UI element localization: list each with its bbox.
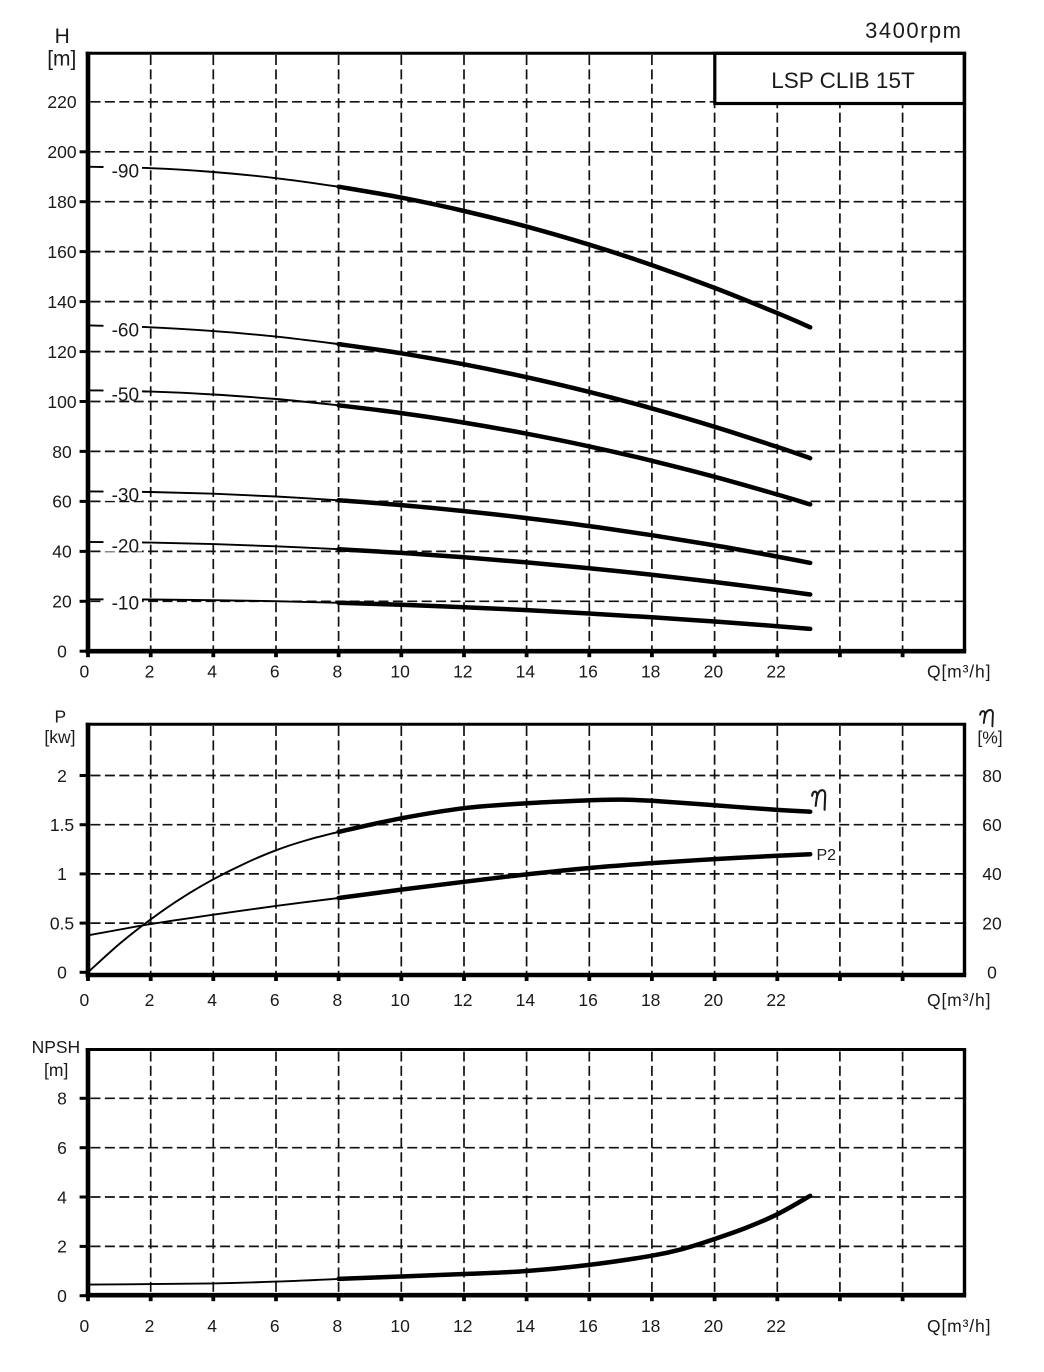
svg-text:4: 4 [207,1316,217,1336]
svg-text:20: 20 [52,592,72,612]
svg-text:80: 80 [982,766,1002,786]
svg-text:LSP CLIB 15T: LSP CLIB 15T [771,68,915,93]
svg-text:14: 14 [516,990,536,1010]
svg-text:P2: P2 [817,847,837,864]
svg-text:22: 22 [766,1316,785,1336]
svg-text:2: 2 [145,990,155,1010]
svg-text:NPSH: NPSH [32,1037,81,1057]
svg-text:40: 40 [52,542,72,562]
svg-text:[m]: [m] [47,48,76,71]
svg-text:200: 200 [47,142,76,162]
svg-text:0: 0 [80,990,90,1010]
svg-text:Q[m³/h]: Q[m³/h] [927,1316,991,1336]
svg-text:[%]: [%] [977,728,1002,748]
svg-text:[kw]: [kw] [44,727,75,747]
svg-text:[m]: [m] [44,1060,68,1080]
svg-text:10: 10 [390,990,410,1010]
svg-text:-20: -20 [112,536,139,557]
svg-text:-10: -10 [112,593,139,614]
svg-text:-30: -30 [112,486,139,507]
svg-text:0: 0 [57,1286,67,1306]
svg-text:1.5: 1.5 [50,815,74,835]
svg-text:8: 8 [333,1316,343,1336]
svg-text:6: 6 [270,662,280,682]
svg-text:20: 20 [982,913,1002,933]
svg-text:16: 16 [578,990,597,1010]
svg-text:22: 22 [766,662,785,682]
svg-text:22: 22 [766,990,785,1010]
svg-text:140: 140 [47,292,76,312]
svg-text:-60: -60 [112,320,139,341]
svg-text:220: 220 [47,92,76,112]
svg-text:180: 180 [47,192,76,212]
svg-text:P: P [54,707,66,727]
svg-text:12: 12 [453,990,472,1010]
svg-text:14: 14 [516,1316,536,1336]
svg-text:6: 6 [270,990,280,1010]
svg-text:Q[m³/h]: Q[m³/h] [927,990,991,1010]
svg-text:8: 8 [57,1089,67,1109]
svg-text:Q[m³/h]: Q[m³/h] [927,661,991,681]
svg-text:0: 0 [80,1316,90,1336]
svg-text:0.5: 0.5 [50,913,74,933]
svg-text:0: 0 [80,662,90,682]
svg-text:-50: -50 [112,385,139,406]
svg-text:18: 18 [641,662,660,682]
svg-text:10: 10 [390,662,410,682]
svg-text:160: 160 [47,242,76,262]
svg-text:6: 6 [57,1138,67,1158]
svg-text:1: 1 [57,864,67,884]
svg-text:2: 2 [57,766,67,786]
svg-text:18: 18 [641,1316,660,1336]
svg-text:12: 12 [453,1316,472,1336]
svg-text:2: 2 [57,1237,67,1257]
svg-text:100: 100 [47,392,76,412]
svg-text:10: 10 [390,1316,410,1336]
svg-text:4: 4 [207,990,217,1010]
svg-text:0: 0 [57,963,67,983]
svg-text:8: 8 [333,990,343,1010]
svg-text:2: 2 [145,662,155,682]
svg-text:80: 80 [52,442,72,462]
svg-text:2: 2 [145,1316,155,1336]
svg-text:-90: -90 [112,161,139,182]
svg-text:20: 20 [704,990,724,1010]
svg-text:8: 8 [333,662,343,682]
svg-text:12: 12 [453,662,472,682]
svg-text:3400rpm: 3400rpm [865,18,962,43]
svg-text:14: 14 [516,662,536,682]
svg-text:16: 16 [578,1316,597,1336]
svg-text:60: 60 [982,815,1002,835]
svg-text:H: H [55,25,70,48]
svg-text:16: 16 [578,662,597,682]
svg-text:40: 40 [982,864,1002,884]
svg-text:0: 0 [57,642,67,662]
svg-text:60: 60 [52,492,72,512]
svg-text:20: 20 [704,662,724,682]
svg-text:0: 0 [987,963,997,983]
svg-text:18: 18 [641,990,660,1010]
svg-text:6: 6 [270,1316,280,1336]
svg-text:4: 4 [207,662,217,682]
svg-text:4: 4 [57,1187,67,1207]
svg-text:20: 20 [704,1316,724,1336]
svg-text:120: 120 [47,342,76,362]
